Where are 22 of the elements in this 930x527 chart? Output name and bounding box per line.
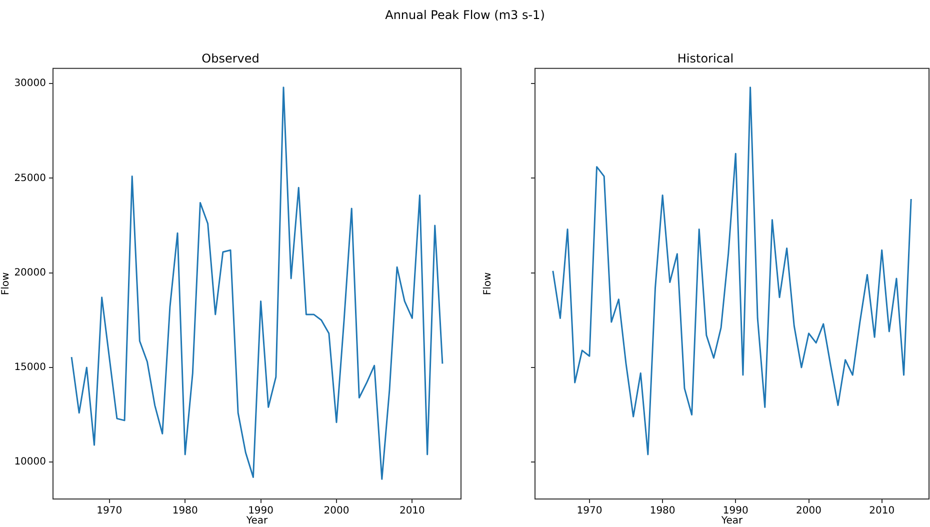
y-tick-label: 25000	[14, 172, 46, 184]
chart-title: Historical	[677, 51, 734, 66]
x-tick-label: 1980	[172, 506, 198, 517]
chart-title: Observed	[202, 51, 260, 66]
x-tick-label: 2010	[399, 506, 425, 517]
x-axis-title: Year	[720, 516, 744, 527]
y-tick-label: 20000	[14, 267, 46, 278]
y-axis-title: Flow	[482, 272, 494, 296]
x-tick-label: 1980	[650, 506, 676, 517]
text: Annual Peak Flow (m3 s-1)	[384, 8, 546, 22]
x-tick-label: 2000	[324, 506, 350, 517]
y-tick-label: 10000	[14, 456, 46, 468]
x-tick-label: 1990	[248, 506, 274, 517]
y-axis-title: Flow	[0, 272, 12, 296]
x-axis-title: Year	[245, 516, 268, 527]
x-tick-label: 2000	[796, 506, 822, 517]
y-tick-label: 30000	[14, 78, 46, 90]
x-tick-label: 2010	[869, 506, 895, 517]
x-tick-label: 1990	[722, 506, 748, 517]
y-tick-label: 15000	[14, 362, 46, 374]
x-tick-label: 1970	[96, 506, 122, 517]
x-tick-label: 1970	[576, 506, 602, 517]
